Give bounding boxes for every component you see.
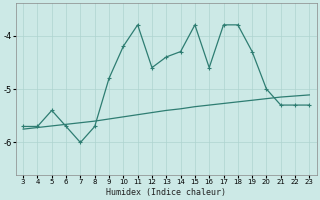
X-axis label: Humidex (Indice chaleur): Humidex (Indice chaleur)	[106, 188, 226, 197]
